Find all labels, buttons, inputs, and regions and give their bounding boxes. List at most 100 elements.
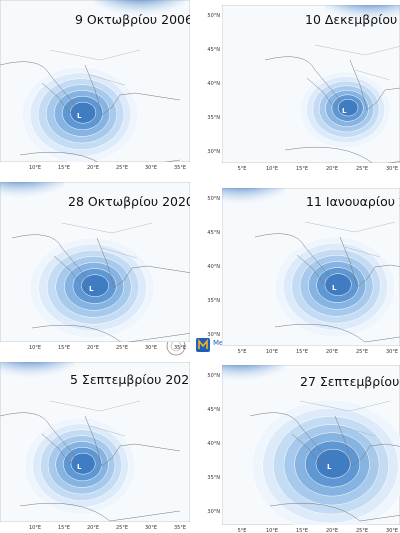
lat-label: 45°N bbox=[207, 230, 220, 236]
lon-label: 25°E bbox=[356, 166, 368, 172]
coastline bbox=[249, 412, 400, 522]
low-label: L bbox=[89, 285, 94, 293]
map-panel: L 10 Δεκεμβρίου 20 5°E 10°E 15°E 20°E 25°E 30°E… bbox=[207, 5, 400, 172]
panel-title: 11 Ιανουαρίου 20 bbox=[306, 194, 400, 209]
lat-label: 45°N bbox=[207, 407, 220, 413]
lon-label: 20°E bbox=[326, 528, 338, 533]
lat-label: 40°N bbox=[207, 441, 220, 447]
borders bbox=[304, 221, 396, 258]
lat-label: 35°N bbox=[207, 298, 220, 304]
map-area: L 9 Οκτωβρίου 2006 bbox=[0, 0, 193, 162]
lon-label: 30°E bbox=[386, 166, 398, 172]
lon-label: 20°E bbox=[87, 345, 99, 351]
lon-label: 30°E bbox=[145, 165, 157, 171]
map-area: L 28 Οκτωβρίου 2020 bbox=[0, 182, 194, 342]
pressure-corner bbox=[0, 182, 65, 210]
lon-label: 10°E bbox=[29, 345, 41, 351]
lat-label: 40°N bbox=[207, 81, 220, 87]
lon-label: 10°E bbox=[29, 525, 41, 531]
lat-label: 35°N bbox=[207, 115, 220, 121]
pressure-corner bbox=[222, 365, 285, 393]
low-label: L bbox=[332, 284, 337, 292]
panel-title: 10 Δεκεμβρίου 20 bbox=[305, 12, 400, 27]
coastline bbox=[0, 412, 181, 522]
coastline bbox=[0, 61, 181, 162]
lon-label: 30°E bbox=[145, 345, 157, 351]
pressure-corner bbox=[0, 362, 75, 390]
coastline bbox=[264, 56, 400, 163]
map-panel: L 5 Σεπτεμβρίου 2023 10°E 15°E 20°E 25°E 30°E 3… bbox=[0, 362, 197, 531]
lon-label: 15°E bbox=[58, 345, 70, 351]
lon-label: 30°E bbox=[386, 349, 398, 355]
borders bbox=[299, 400, 391, 437]
low-label: L bbox=[77, 463, 82, 471]
lon-label: 35°E bbox=[174, 345, 186, 351]
lat-label: 50°N bbox=[207, 373, 220, 379]
borders bbox=[49, 49, 141, 86]
pressure-contour bbox=[337, 99, 359, 117]
lon-label: 25°E bbox=[356, 349, 368, 355]
lon-label: 25°E bbox=[116, 165, 128, 171]
map-panel: L 28 Οκτωβρίου 2020 10°E 15°E 20°E 25°E 30°E 35… bbox=[0, 182, 194, 351]
panel-title: 5 Σεπτεμβρίου 2023 bbox=[70, 372, 197, 387]
lon-label: 20°E bbox=[326, 166, 338, 172]
lat-label: 50°N bbox=[207, 13, 220, 19]
lon-label: 15°E bbox=[296, 166, 308, 172]
map-area: L 5 Σεπτεμβρίου 2023 bbox=[0, 362, 197, 522]
pressure-contour bbox=[324, 273, 352, 296]
map-panel: L 11 Ιανουαρίου 20 5°E 10°E 15°E 20°E 25°E 30°E… bbox=[207, 188, 400, 355]
coastline bbox=[254, 233, 400, 343]
lon-label: 10°E bbox=[29, 165, 41, 171]
pressure-corner bbox=[222, 188, 285, 216]
borders bbox=[61, 222, 153, 259]
lon-label: 35°E bbox=[174, 165, 186, 171]
coastline bbox=[11, 234, 190, 342]
map-area: L 11 Ιανουαρίου 20 bbox=[222, 188, 400, 346]
map-panel: L 27 Σεπτεμβρίου 2 5°E 10°E 15°E 20°E 25°E 30°E… bbox=[207, 365, 400, 533]
lon-label: 30°E bbox=[386, 528, 398, 533]
lon-label: 20°E bbox=[87, 525, 99, 531]
pressure-contour bbox=[81, 274, 110, 297]
borders bbox=[49, 400, 141, 437]
low-label: L bbox=[77, 112, 82, 120]
pressure-contour bbox=[70, 452, 96, 475]
borders bbox=[314, 44, 400, 81]
lon-label: 25°E bbox=[356, 528, 368, 533]
map-panel: L 9 Οκτωβρίου 2006 10°E 15°E 20°E 25°E 30°E 35°… bbox=[0, 0, 193, 171]
lon-label: 15°E bbox=[296, 528, 308, 533]
low-label: L bbox=[342, 107, 347, 115]
lon-label: 25°E bbox=[116, 345, 128, 351]
lon-label: 15°E bbox=[58, 165, 70, 171]
pressure-corner bbox=[325, 5, 400, 33]
panel-title: 9 Οκτωβρίου 2006 bbox=[75, 12, 193, 27]
lon-label: 20°E bbox=[326, 349, 338, 355]
map-area: L 27 Σεπτεμβρίου 2 bbox=[222, 365, 400, 525]
lon-label: 5°E bbox=[238, 528, 247, 533]
lon-label: 5°E bbox=[238, 349, 247, 355]
lon-label: 20°E bbox=[87, 165, 99, 171]
lon-label: 5°E bbox=[238, 166, 247, 172]
lon-label: 30°E bbox=[145, 525, 157, 531]
low-label: L bbox=[327, 463, 332, 471]
lon-label: 15°E bbox=[58, 525, 70, 531]
lon-label: 25°E bbox=[116, 525, 128, 531]
lat-label: 30°N bbox=[207, 332, 220, 338]
panel-title: 27 Σεπτεμβρίου 2 bbox=[300, 374, 400, 389]
lon-label: 35°E bbox=[174, 525, 186, 531]
lat-label: 30°N bbox=[207, 509, 220, 515]
pressure-contour bbox=[70, 101, 97, 124]
pressure-contour bbox=[315, 448, 351, 479]
lat-label: 50°N bbox=[207, 196, 220, 202]
lat-label: 35°N bbox=[207, 475, 220, 481]
lat-label: 30°N bbox=[207, 149, 220, 155]
lat-label: 45°N bbox=[207, 47, 220, 53]
lon-label: 15°E bbox=[296, 349, 308, 355]
pressure-corner bbox=[95, 0, 185, 28]
lat-label: 40°N bbox=[207, 264, 220, 270]
lon-label: 10°E bbox=[266, 349, 278, 355]
lon-label: 10°E bbox=[266, 528, 278, 533]
panel-title: 28 Οκτωβρίου 2020 bbox=[68, 194, 194, 209]
map-area: L 10 Δεκεμβρίου 20 bbox=[222, 5, 400, 163]
